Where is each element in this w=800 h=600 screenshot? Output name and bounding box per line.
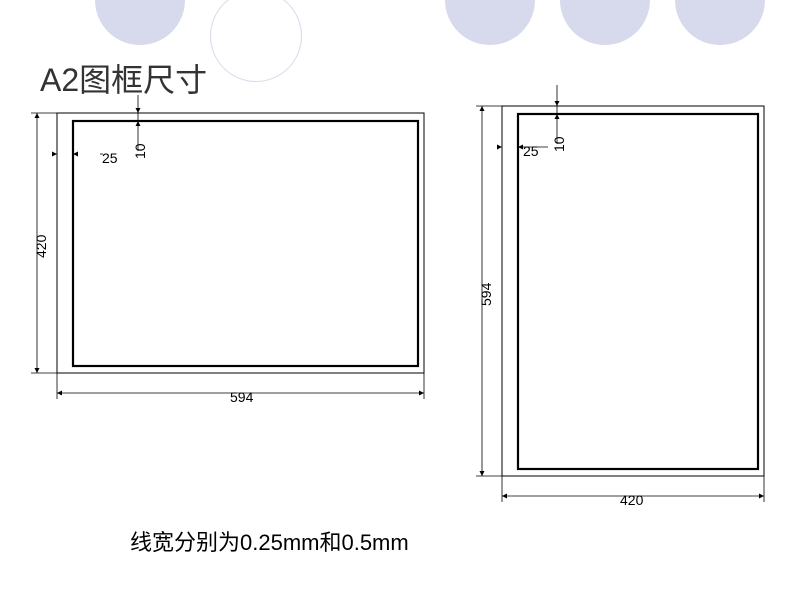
dim-width: 594	[230, 389, 253, 405]
dim-height: 594	[478, 283, 494, 306]
right-drawing	[0, 0, 800, 600]
dim-top-gap: 10	[551, 136, 567, 152]
dim-left-gap: 25	[523, 143, 539, 159]
dim-top-gap: 10	[132, 143, 148, 159]
dim-left-gap: 25	[102, 150, 118, 166]
dim-height: 420	[33, 235, 49, 258]
line-width-caption: 线宽分别为0.25mm和0.5mm	[130, 525, 409, 557]
dim-width: 420	[620, 492, 643, 508]
